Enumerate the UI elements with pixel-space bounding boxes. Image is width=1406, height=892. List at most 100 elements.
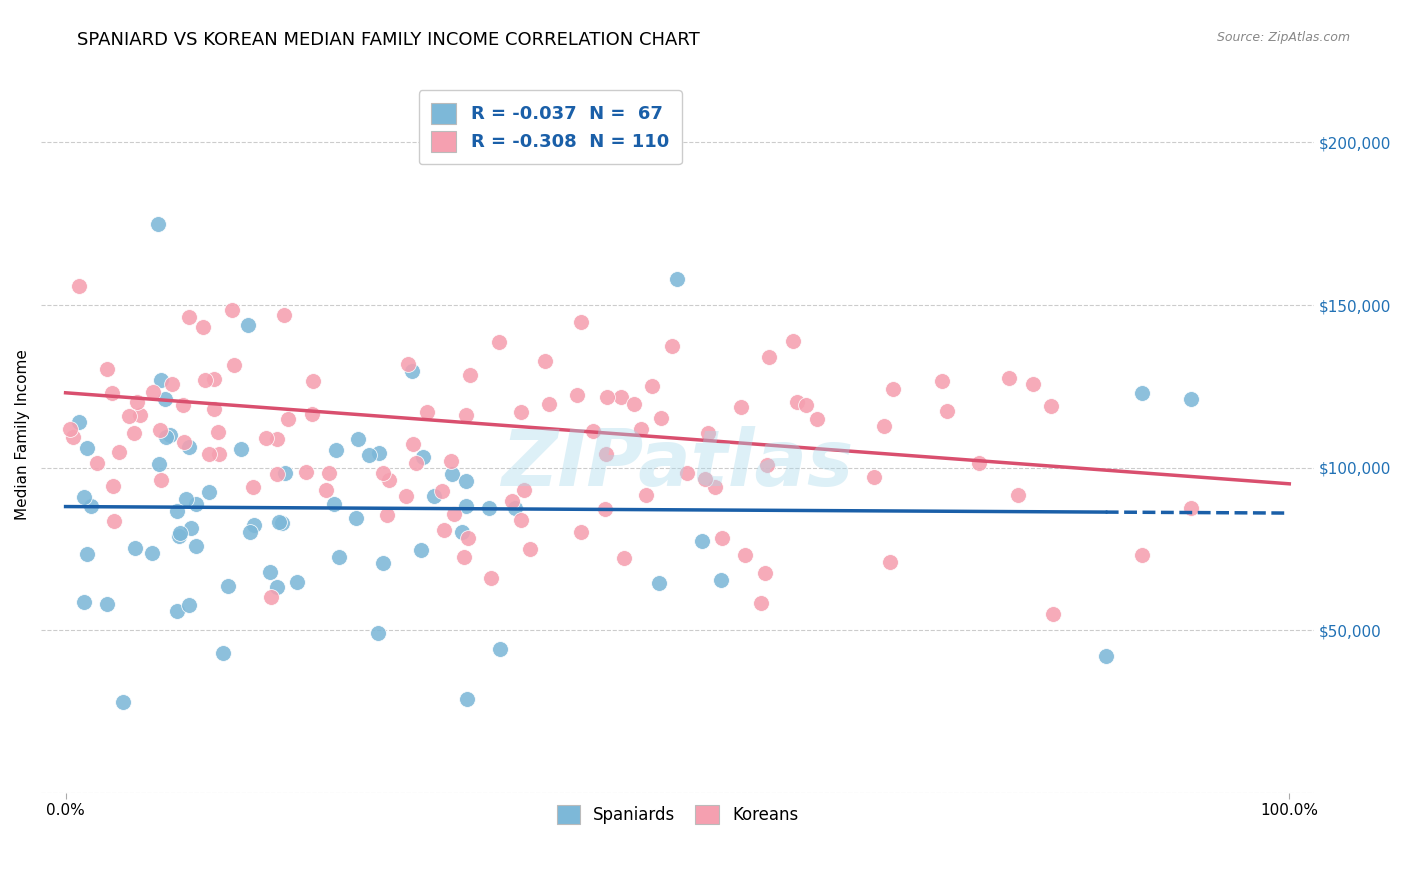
- Point: [150, 373, 173, 387]
- Point: [648, 575, 671, 590]
- Point: [443, 507, 465, 521]
- Point: [693, 472, 716, 486]
- Point: [107, 444, 129, 458]
- Point: [610, 390, 633, 404]
- Point: [242, 480, 264, 494]
- Point: [368, 446, 391, 460]
- Point: [1180, 501, 1202, 516]
- Point: [1042, 607, 1064, 621]
- Point: [260, 591, 283, 605]
- Point: [456, 474, 478, 488]
- Point: [931, 374, 953, 388]
- Point: [454, 408, 477, 422]
- Point: [124, 541, 146, 555]
- Point: [179, 440, 201, 454]
- Point: [782, 334, 804, 348]
- Point: [180, 521, 202, 535]
- Point: [67, 278, 90, 293]
- Point: [103, 514, 125, 528]
- Point: [710, 573, 733, 587]
- Point: [402, 437, 425, 451]
- Point: [197, 447, 219, 461]
- Point: [73, 491, 96, 505]
- Point: [301, 374, 323, 388]
- Point: [395, 489, 418, 503]
- Point: [211, 646, 233, 660]
- Point: [111, 695, 134, 709]
- Point: [86, 456, 108, 470]
- Point: [457, 531, 479, 545]
- Point: [405, 456, 427, 470]
- Point: [62, 430, 84, 444]
- Point: [166, 503, 188, 517]
- Point: [623, 397, 645, 411]
- Legend: Spaniards, Koreans: Spaniards, Koreans: [547, 795, 808, 834]
- Point: [127, 394, 149, 409]
- Point: [122, 425, 145, 440]
- Point: [166, 604, 188, 618]
- Point: [100, 385, 122, 400]
- Point: [489, 642, 512, 657]
- Point: [872, 418, 894, 433]
- Text: Source: ZipAtlas.com: Source: ZipAtlas.com: [1216, 31, 1350, 45]
- Point: [208, 447, 231, 461]
- Text: SPANIARD VS KOREAN MEDIAN FAMILY INCOME CORRELATION CHART: SPANIARD VS KOREAN MEDIAN FAMILY INCOME …: [77, 31, 700, 49]
- Point: [565, 388, 588, 402]
- Point: [344, 511, 367, 525]
- Point: [630, 422, 652, 436]
- Point: [636, 487, 658, 501]
- Point: [315, 483, 337, 498]
- Point: [453, 550, 475, 565]
- Point: [221, 303, 243, 318]
- Point: [430, 484, 453, 499]
- Point: [202, 372, 225, 386]
- Point: [76, 548, 98, 562]
- Point: [650, 411, 672, 425]
- Point: [640, 378, 662, 392]
- Point: [323, 497, 346, 511]
- Point: [458, 368, 481, 383]
- Point: [479, 571, 502, 585]
- Point: [569, 315, 592, 329]
- Point: [96, 597, 118, 611]
- Point: [571, 525, 593, 540]
- Point: [676, 466, 699, 480]
- Point: [273, 308, 295, 322]
- Point: [67, 415, 90, 429]
- Point: [267, 515, 290, 529]
- Point: [149, 423, 172, 437]
- Point: [456, 692, 478, 706]
- Point: [1007, 488, 1029, 502]
- Point: [274, 467, 297, 481]
- Point: [141, 546, 163, 560]
- Point: [451, 524, 474, 539]
- Point: [488, 334, 510, 349]
- Point: [697, 426, 720, 441]
- Point: [378, 473, 401, 487]
- Point: [207, 425, 229, 439]
- Point: [294, 465, 316, 479]
- Point: [513, 483, 536, 498]
- Point: [415, 405, 437, 419]
- Point: [998, 371, 1021, 385]
- Point: [433, 523, 456, 537]
- Point: [194, 373, 217, 387]
- Point: [401, 364, 423, 378]
- Point: [862, 470, 884, 484]
- Point: [596, 390, 619, 404]
- Point: [411, 542, 433, 557]
- Point: [202, 402, 225, 417]
- Point: [101, 479, 124, 493]
- Point: [266, 432, 288, 446]
- Point: [371, 556, 394, 570]
- Point: [613, 550, 636, 565]
- Point: [236, 318, 259, 333]
- Point: [277, 412, 299, 426]
- Point: [501, 493, 523, 508]
- Point: [456, 499, 478, 513]
- Point: [730, 401, 752, 415]
- Point: [754, 566, 776, 581]
- Point: [169, 525, 191, 540]
- Point: [347, 432, 370, 446]
- Point: [96, 361, 118, 376]
